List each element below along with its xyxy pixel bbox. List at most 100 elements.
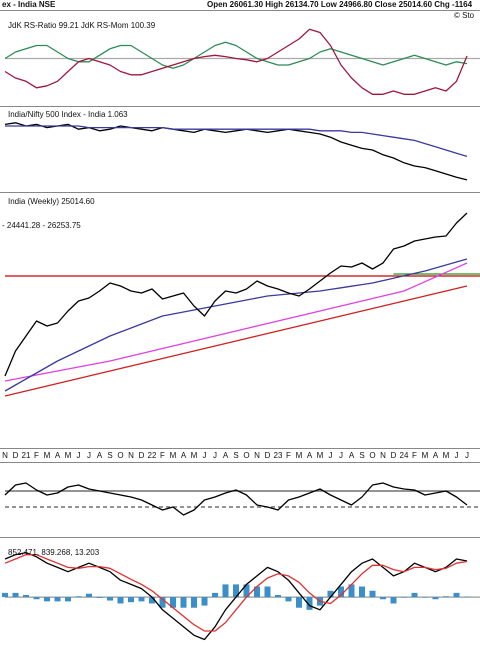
x-tick-label: A bbox=[55, 451, 61, 460]
series-line bbox=[4, 551, 468, 641]
histogram-bar bbox=[422, 597, 428, 598]
x-tick-label: J bbox=[87, 451, 91, 460]
histogram-bar bbox=[275, 595, 281, 598]
histogram-bar bbox=[306, 597, 313, 610]
histogram-bar bbox=[285, 597, 292, 602]
histogram-bar bbox=[453, 592, 460, 598]
panel-legend: India (Weekly) 25014.60 bbox=[8, 197, 95, 206]
histogram-bar bbox=[128, 597, 134, 603]
x-tick-label: D bbox=[391, 451, 397, 460]
x-tick-label: S bbox=[233, 451, 238, 460]
histogram-bar bbox=[138, 597, 145, 602]
x-tick-label: 22 bbox=[148, 451, 157, 460]
x-tick-label: F bbox=[286, 451, 291, 460]
series-line bbox=[4, 482, 468, 516]
x-tick-label: N bbox=[128, 451, 134, 460]
x-tick-label: J bbox=[77, 451, 81, 460]
histogram-bar bbox=[33, 597, 40, 600]
series-line bbox=[4, 212, 468, 377]
histogram-bar bbox=[264, 586, 271, 598]
histogram-bar bbox=[212, 592, 218, 598]
x-tick-label: O bbox=[369, 451, 375, 460]
histogram-bar bbox=[149, 597, 155, 604]
panel-legend: JdK RS-Ratio 99.21 JdK RS-Mom 100.39 bbox=[8, 21, 156, 30]
histogram-bar bbox=[380, 597, 386, 600]
histogram-bar bbox=[359, 586, 365, 598]
x-tick-label: S bbox=[359, 451, 364, 460]
histogram-bar bbox=[390, 597, 397, 604]
histogram-bar bbox=[233, 584, 239, 598]
panel-legend: 852.471, 839.268, 13.203 bbox=[8, 548, 100, 557]
x-tick-label: N bbox=[380, 451, 386, 460]
x-tick-label: A bbox=[433, 451, 439, 460]
histogram-bar bbox=[96, 597, 103, 598]
x-tick-label: J bbox=[465, 451, 469, 460]
series-line bbox=[4, 258, 468, 392]
histogram-bar bbox=[401, 597, 407, 598]
x-tick-label: 23 bbox=[274, 451, 283, 460]
x-tick-label: N bbox=[254, 451, 260, 460]
x-tick-label: F bbox=[34, 451, 39, 460]
x-tick-label: M bbox=[191, 451, 198, 460]
x-tick-label: D bbox=[265, 451, 271, 460]
x-tick-label: O bbox=[243, 451, 249, 460]
histogram-bar bbox=[54, 597, 61, 602]
histogram-bar bbox=[12, 592, 19, 598]
credit: © Sto bbox=[454, 11, 475, 20]
x-tick-label: A bbox=[349, 451, 355, 460]
x-tick-label: D bbox=[13, 451, 19, 460]
x-tick-label: D bbox=[139, 451, 145, 460]
x-tick-label: J bbox=[203, 451, 207, 460]
series-line bbox=[4, 41, 468, 69]
x-tick-label: J bbox=[329, 451, 333, 460]
histogram-bar bbox=[432, 597, 439, 600]
x-tick-label: M bbox=[44, 451, 51, 460]
histogram-bar bbox=[44, 597, 50, 602]
x-tick-label: A bbox=[181, 451, 187, 460]
x-tick-label: J bbox=[213, 451, 217, 460]
histogram-bar bbox=[369, 590, 376, 598]
histogram-bar bbox=[348, 584, 355, 598]
x-tick-label: J bbox=[455, 451, 459, 460]
histogram-bar bbox=[443, 596, 449, 598]
x-tick-label: M bbox=[296, 451, 303, 460]
x-tick-label: M bbox=[65, 451, 72, 460]
histogram-bar bbox=[2, 592, 8, 598]
x-tick-label: N bbox=[2, 451, 8, 460]
series-line bbox=[5, 125, 468, 158]
x-tick-label: 24 bbox=[400, 451, 409, 460]
x-tick-label: M bbox=[422, 451, 429, 460]
x-tick-label: J bbox=[339, 451, 343, 460]
x-tick-label: A bbox=[97, 451, 103, 460]
x-tick-label: F bbox=[160, 451, 165, 460]
x-tick-label: A bbox=[307, 451, 313, 460]
x-tick-label: M bbox=[317, 451, 324, 460]
histogram-bar bbox=[117, 597, 124, 604]
histogram-bar bbox=[180, 597, 187, 608]
symbol: ex - India NSE bbox=[2, 0, 56, 9]
x-tick-label: A bbox=[223, 451, 229, 460]
histogram-bar bbox=[86, 593, 92, 598]
x-tick-label: S bbox=[107, 451, 112, 460]
series-line bbox=[4, 262, 468, 382]
series-line bbox=[4, 554, 468, 632]
series-line bbox=[4, 28, 468, 95]
panel-legend: India/Nifty 500 Index - India 1.063 bbox=[8, 110, 128, 119]
histogram-bar bbox=[327, 590, 334, 598]
histogram-bar bbox=[23, 595, 29, 598]
histogram-bar bbox=[411, 592, 418, 598]
x-tick-label: M bbox=[443, 451, 450, 460]
series-line bbox=[4, 285, 468, 397]
series-line bbox=[4, 122, 468, 181]
histogram-bar bbox=[201, 597, 208, 606]
histogram-bar bbox=[464, 596, 470, 598]
histogram-bar bbox=[243, 584, 250, 598]
histogram-bar bbox=[296, 597, 302, 608]
histogram-bar bbox=[222, 584, 229, 598]
x-tick-label: O bbox=[117, 451, 123, 460]
panel-subtitle: - 24441.28 - 26253.75 bbox=[2, 221, 81, 230]
histogram-bar bbox=[338, 586, 344, 598]
histogram-bar bbox=[107, 597, 113, 601]
